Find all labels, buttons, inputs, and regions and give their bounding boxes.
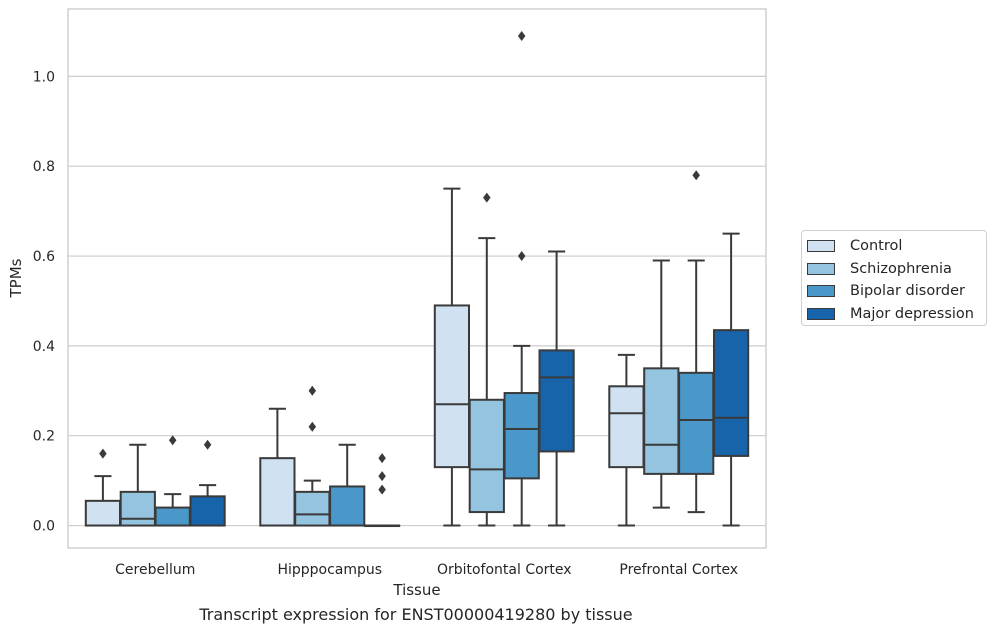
chart-caption: Transcript expression for ENST0000041928… (199, 605, 633, 624)
box-body (189, 495, 226, 527)
box-body (119, 490, 156, 527)
x-tick-label: Orbitofontal Cortex (437, 562, 572, 578)
box-schizophrenia (643, 259, 680, 509)
x-tick-label: Prefrontal Cortex (619, 562, 738, 578)
outlier-point (168, 435, 177, 446)
legend-swatch (807, 262, 835, 275)
box-control (433, 187, 471, 527)
legend-item: Bipolar disorder (807, 280, 986, 303)
x-tick-label: Hipppocampus (277, 562, 382, 578)
box-body (538, 349, 575, 453)
box-body (259, 457, 296, 527)
outlier-point (378, 471, 386, 482)
box-major-depression (712, 232, 750, 527)
y-tick-label: 0.4 (33, 339, 55, 355)
box-body (503, 392, 540, 480)
outlier-point (308, 421, 317, 432)
y-tick-label: 1.0 (33, 69, 55, 85)
legend-swatch (807, 307, 835, 320)
legend-label: Control (850, 238, 903, 255)
legend-label: Bipolar disorder (850, 283, 965, 300)
box-major-depression (363, 453, 401, 528)
outlier-point (308, 385, 317, 396)
x-tick-label: Cerebellum (115, 562, 195, 578)
x-axis-label: Tissue (392, 581, 440, 599)
box-body (433, 304, 471, 469)
y-tick-label: 0.0 (33, 519, 55, 535)
box-bipolar-disorder (154, 435, 191, 527)
box-major-depression (538, 250, 575, 527)
box-body (329, 485, 366, 527)
y-tick-labels: 0.0 0.2 0.4 0.6 0.8 1.0 (33, 69, 55, 534)
box-body (468, 398, 505, 514)
box-bipolar-disorder (503, 30, 540, 527)
box-body (608, 385, 645, 469)
outlier-point (378, 453, 386, 464)
outlier-point (517, 251, 526, 262)
legend-swatch (807, 240, 835, 253)
legend-label: Major depression (850, 305, 974, 322)
box-body (712, 329, 750, 457)
plot-area-frame (67, 8, 767, 549)
box-body (678, 371, 715, 475)
legend-label: Schizophrenia (850, 260, 952, 277)
outlier-point (692, 170, 700, 181)
box-bipolar-disorder (678, 170, 715, 514)
y-axis-label: TPMs (7, 258, 25, 298)
outlier-point (378, 484, 386, 495)
box-body (154, 506, 191, 527)
box-body (294, 490, 331, 527)
boxes (84, 30, 750, 528)
box-control (608, 353, 645, 527)
legend-item: Major depression (807, 303, 986, 326)
outlier-point (483, 192, 491, 203)
legend: Control Schizophrenia Bipolar disorder Majo… (801, 230, 987, 326)
box-body (643, 367, 680, 475)
legend-item: Control (807, 235, 986, 258)
x-tick-labels: Cerebellum Hipppocampus Orbitofontal Corte… (115, 562, 738, 578)
box-bipolar-disorder (329, 443, 366, 527)
box-major-depression (189, 439, 226, 527)
box-schizophrenia (294, 385, 331, 527)
y-tick-label: 0.2 (33, 429, 55, 445)
legend-swatch (807, 285, 835, 298)
y-tick-label: 0.8 (33, 159, 55, 175)
box-control (259, 407, 296, 527)
legend-item: Schizophrenia (807, 258, 986, 281)
y-tick-label: 0.6 (33, 249, 55, 265)
outlier-point (99, 448, 107, 459)
outlier-point (517, 30, 526, 41)
box-control (84, 448, 122, 527)
box-schizophrenia (468, 192, 505, 527)
box-body (84, 499, 122, 527)
outlier-point (203, 439, 212, 450)
